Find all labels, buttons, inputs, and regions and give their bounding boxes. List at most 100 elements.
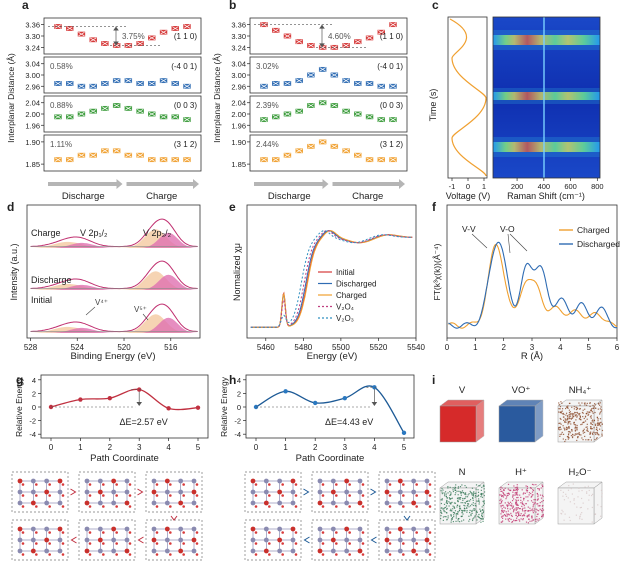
density-point [445, 516, 447, 518]
structure-snapshot [317, 526, 365, 556]
density-point [481, 486, 483, 489]
density-point [568, 414, 570, 416]
density-point [452, 490, 455, 493]
structure-snapshot [250, 526, 298, 556]
density-point [474, 496, 476, 498]
atom [195, 494, 199, 497]
density-point [518, 519, 520, 521]
density-point [522, 493, 524, 495]
density-point [599, 402, 601, 404]
density-point [597, 422, 599, 425]
atom [61, 505, 65, 508]
snapshot-frame [311, 519, 369, 561]
density-point [466, 507, 468, 509]
y-axis-label: Interplanar Distance (Å) [212, 53, 222, 143]
atom [290, 526, 296, 532]
atom [102, 505, 105, 508]
density-point [501, 509, 503, 512]
density-point [469, 511, 471, 514]
y-tick-label: 2 [237, 389, 241, 398]
plane-label: (-4 0 1) [171, 62, 197, 71]
density-point [444, 515, 446, 518]
density-point [584, 486, 586, 488]
density-point [542, 505, 544, 507]
voltage-frame [447, 16, 488, 179]
atom [384, 489, 390, 495]
density-point [567, 436, 569, 439]
data-point-cross [66, 114, 73, 119]
density-point [516, 486, 519, 488]
panel-letter-g: g [16, 373, 23, 387]
density-point [452, 511, 455, 514]
density-point [462, 502, 464, 504]
density-point [569, 421, 571, 423]
density-point [442, 508, 444, 510]
atom [44, 548, 50, 554]
density-point [478, 501, 481, 503]
data-point-cross [389, 157, 397, 162]
density-point [599, 413, 601, 415]
density-point [440, 499, 442, 501]
atom [57, 526, 63, 532]
y-axis-label: Normalized χμ [232, 243, 242, 301]
density-point [566, 416, 569, 418]
density-point [482, 504, 484, 507]
atom [277, 478, 283, 484]
atom [17, 548, 23, 554]
atom [195, 483, 199, 486]
atom [128, 483, 132, 486]
snapshot-frame [244, 519, 302, 561]
density-point [483, 485, 485, 487]
density-point [569, 519, 571, 522]
density-point [537, 519, 539, 521]
structure-snapshot [384, 478, 432, 508]
density-point [592, 404, 594, 407]
density-point [567, 418, 569, 420]
density-point [452, 487, 454, 489]
density-point [468, 515, 470, 517]
y-tick-label: -2 [234, 417, 241, 426]
atom [250, 548, 256, 554]
density-point [534, 499, 537, 501]
panel-letter-h: h [229, 373, 236, 387]
density-point [560, 489, 562, 491]
y-tick-label: 3.00 [231, 71, 246, 80]
density-point [582, 430, 584, 432]
y-tick-label: 4 [32, 376, 36, 385]
atom [330, 500, 336, 506]
density-point [478, 503, 480, 505]
data-point-cross [148, 157, 155, 162]
density-point [536, 518, 538, 520]
density-point [565, 419, 567, 421]
density-point [500, 521, 502, 523]
density-point [562, 511, 564, 513]
density-point [483, 510, 485, 512]
density-point [583, 402, 586, 404]
density-point [482, 500, 484, 502]
density-point [596, 437, 598, 439]
density-point [515, 499, 517, 501]
atom [294, 542, 298, 545]
x-tick-label: -1 [449, 182, 456, 191]
atom [124, 500, 130, 506]
density-point [588, 499, 590, 501]
density-point [446, 502, 449, 505]
density-point [458, 510, 461, 512]
density-point [481, 513, 483, 515]
density-point [445, 493, 447, 495]
density-point [512, 519, 515, 521]
density-point [575, 427, 577, 429]
x-tick-label: 3 [530, 343, 535, 352]
x-tick-label: 6 [615, 343, 620, 352]
atom [164, 526, 170, 532]
density-point [462, 497, 464, 500]
density-point [466, 500, 468, 502]
data-point-cross [148, 111, 155, 117]
density-point [579, 412, 581, 415]
arrow-head [319, 24, 325, 29]
atom [182, 483, 185, 486]
data-point-cross [90, 153, 97, 158]
component-fill [30, 274, 198, 290]
density-point [597, 418, 599, 420]
cube-label: H₂O⁻ [569, 467, 592, 478]
